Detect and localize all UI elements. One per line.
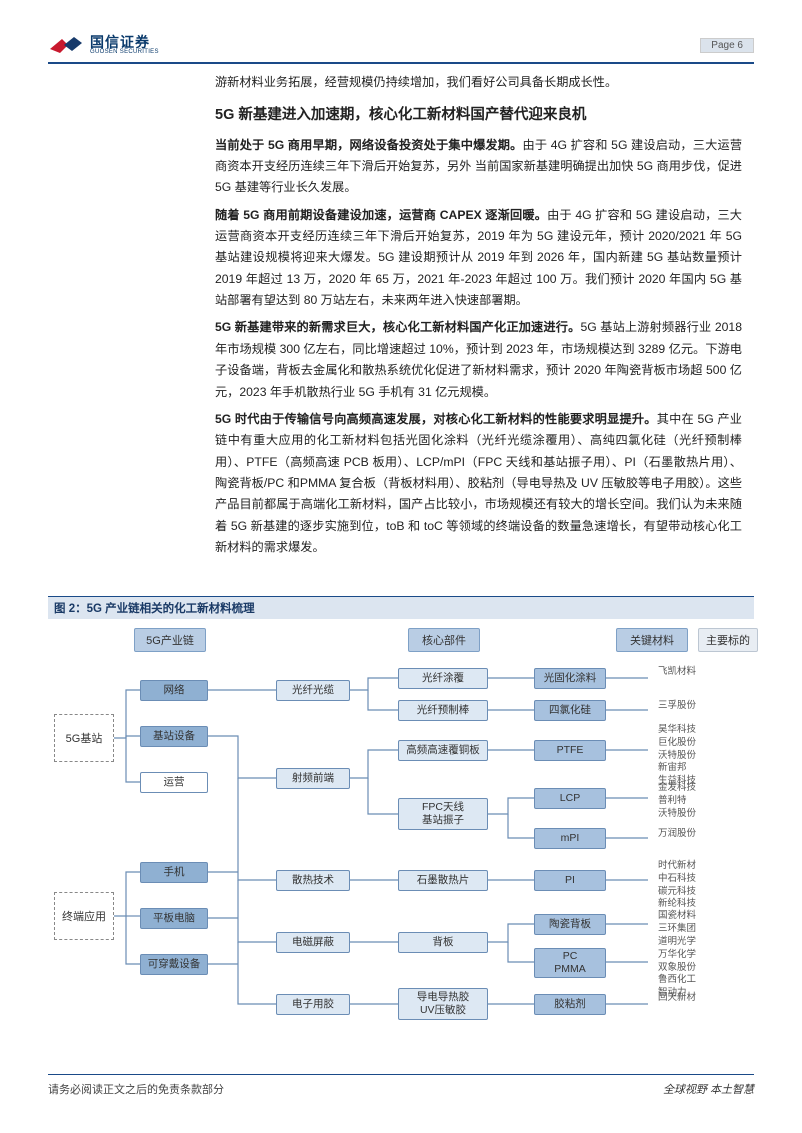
node-wearable: 可穿戴设备 — [140, 954, 208, 975]
col-head-ticker: 主要标的 — [698, 628, 758, 652]
para-4-bold: 5G 时代由于传输信号向高频高速发展，对核心化工新材料的性能要求明显提升。 — [215, 412, 657, 426]
node-emi: 电磁屏蔽 — [276, 932, 350, 953]
body-content: 游新材料业务拓展，经营规模仍持续增加，我们看好公司具备长期成长性。 5G 新基建… — [215, 72, 742, 564]
node-conductive: 导电导热胶 UV压敏胶 — [398, 988, 488, 1020]
page-header: 国信证券 GUOSEN SECURITIES Page 6 — [48, 30, 754, 60]
page-footer: 请务必阅读正文之后的免责条款部分 全球视野 本土智慧 — [48, 1074, 754, 1097]
ticker-2: 三孚股份 — [658, 700, 706, 713]
node-operation: 运营 — [140, 772, 208, 793]
mat-sicl4: 四氯化硅 — [534, 700, 606, 721]
figure-title: 图 2：5G 产业链相关的化工新材料梳理 — [48, 596, 754, 619]
node-thermal: 散热技术 — [276, 870, 350, 891]
ticker-8: 道明光学 万华化学 双象股份 鲁西化工 智动力 — [658, 936, 706, 1000]
brand-logo: 国信证券 GUOSEN SECURITIES — [48, 35, 159, 55]
brand-name-en: GUOSEN SECURITIES — [90, 49, 159, 55]
node-fpc: FPC天线 基站振子 — [398, 798, 488, 830]
root-5g-base: 5G基站 — [54, 714, 114, 762]
node-backplate: 背板 — [398, 932, 488, 953]
mat-ptfe: PTFE — [534, 740, 606, 761]
ticker-6: 时代新材 中石科技 碳元科技 新纶科技 — [658, 860, 706, 911]
para-2-body: 由于 4G 扩容和 5G 建设启动，三大运营商资本开支经历连续三年下滑后开始复苏… — [215, 208, 742, 307]
root-terminal: 终端应用 — [54, 892, 114, 940]
para-2-bold: 随着 5G 商用前期设备建设加速，运营商 CAPEX 逐渐回暖。 — [215, 208, 547, 222]
mat-adhesive: 胶粘剂 — [534, 994, 606, 1015]
para-3: 5G 新基建带来的新需求巨大，核心化工新材料国产化正加速进行。5G 基站上游射频… — [215, 317, 742, 402]
para-1: 当前处于 5G 商用早期，网络设备投资处于集中爆发期。由于 4G 扩容和 5G … — [215, 135, 742, 199]
header-rule — [48, 62, 754, 64]
para-1-bold: 当前处于 5G 商用早期，网络设备投资处于集中爆发期。 — [215, 138, 523, 152]
col-head-core: 核心部件 — [408, 628, 480, 652]
footer-disclaimer: 请务必阅读正文之后的免责条款部分 — [48, 1081, 224, 1097]
para-2: 随着 5G 商用前期设备建设加速，运营商 CAPEX 逐渐回暖。由于 4G 扩容… — [215, 205, 742, 312]
mat-mpi: mPI — [534, 828, 606, 849]
node-fiber: 光纤光缆 — [276, 680, 350, 701]
para-3-bold: 5G 新基建带来的新需求巨大，核心化工新材料国产化正加速进行。 — [215, 320, 580, 334]
para-4-body: 其中在 5G 产业链中有重大应用的化工新材料包括光固化涂料（光纤光缆涂覆用）、高… — [215, 412, 742, 554]
col-head-material: 关键材料 — [616, 628, 688, 652]
mat-ceramic: 陶瓷背板 — [534, 914, 606, 935]
node-tablet: 平板电脑 — [140, 908, 208, 929]
node-preform: 光纤预制棒 — [398, 700, 488, 721]
logo-icon — [48, 35, 84, 55]
node-graphite: 石墨散热片 — [398, 870, 488, 891]
flowchart-5g-materials: 5G产业链 核心部件 关键材料 主要标的 5G基站 终端应用 网络 基站设备 运… — [48, 622, 754, 1052]
ticker-5: 万润股份 — [658, 828, 706, 841]
node-rf: 射频前端 — [276, 768, 350, 789]
node-ccl: 高频高速覆铜板 — [398, 740, 488, 761]
ticker-3: 昊华科技 巨化股份 沃特股份 新宙邦 生益科技 — [658, 724, 706, 788]
mat-lcp: LCP — [534, 788, 606, 809]
section-heading: 5G 新基建进入加速期，核心化工新材料国产替代迎来良机 — [215, 103, 742, 128]
ticker-4: 金发科技 普利特 沃特股份 — [658, 782, 706, 820]
node-network: 网络 — [140, 680, 208, 701]
mat-pc-pmma: PC PMMA — [534, 948, 606, 978]
mat-pi: PI — [534, 870, 606, 891]
para-4: 5G 时代由于传输信号向高频高速发展，对核心化工新材料的性能要求明显提升。其中在… — [215, 409, 742, 558]
node-coating: 光纤涂覆 — [398, 668, 488, 689]
footer-slogan: 全球视野 本土智慧 — [663, 1081, 754, 1097]
node-phone: 手机 — [140, 862, 208, 883]
node-base-equip: 基站设备 — [140, 726, 208, 747]
intro-line: 游新材料业务拓展，经营规模仍持续增加，我们看好公司具备长期成长性。 — [215, 72, 742, 93]
ticker-7: 国瓷材料 三环集团 — [658, 910, 706, 936]
page-number: Page 6 — [700, 38, 754, 53]
brand-name-cn: 国信证券 — [90, 35, 159, 49]
ticker-9: 回天新材 — [658, 992, 706, 1005]
col-head-chain: 5G产业链 — [134, 628, 206, 652]
ticker-1: 飞凯材料 — [658, 666, 706, 679]
mat-uv-coat: 光固化涂料 — [534, 668, 606, 689]
node-glue: 电子用胶 — [276, 994, 350, 1015]
